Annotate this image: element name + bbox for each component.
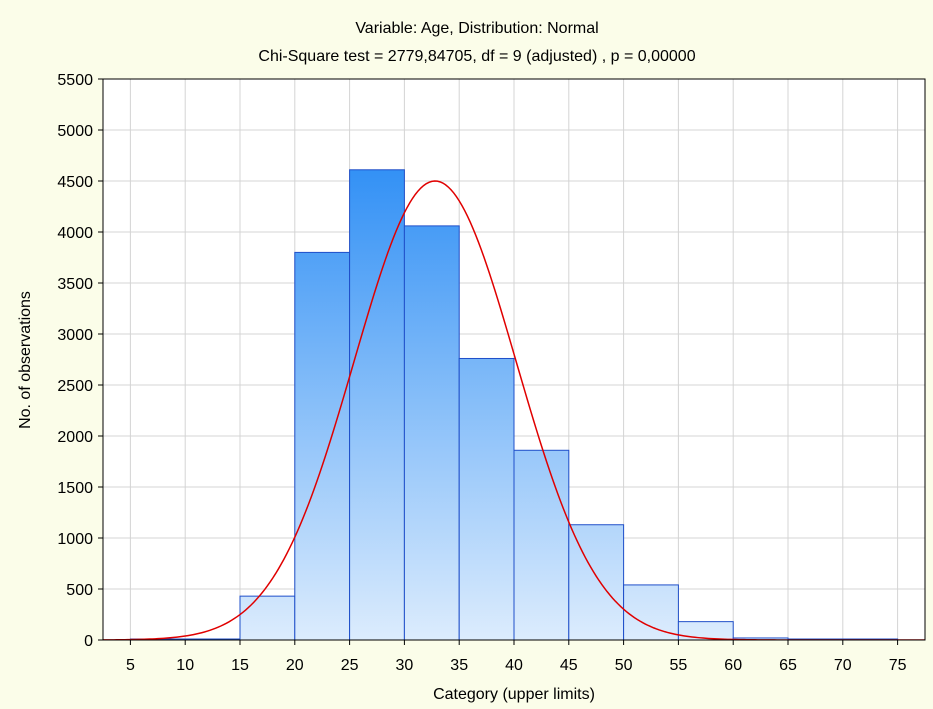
- x-tick-label: 50: [615, 657, 633, 674]
- y-tick-label: 4000: [57, 225, 93, 242]
- x-tick-label: 70: [834, 657, 852, 674]
- x-tick-label: 30: [396, 657, 414, 674]
- x-tick-label: 35: [450, 657, 468, 674]
- histogram-bar: [239, 595, 296, 641]
- axis-ticks: 5 10 15 20 25 30 35 40 45 50 55 60 65 70 75 0 500 1000 150…: [57, 72, 906, 674]
- x-tick-label: 45: [560, 657, 578, 674]
- chart-subtitle: Chi-Square test = 2779,84705, df = 9 (ad…: [258, 48, 695, 65]
- y-tick-label: 5000: [57, 123, 93, 140]
- x-tick-label: 10: [176, 657, 194, 674]
- y-tick-label: 0: [84, 633, 93, 650]
- y-tick-label: 3000: [57, 327, 93, 344]
- y-tick-label: 500: [66, 582, 93, 599]
- x-tick-label: 25: [341, 657, 359, 674]
- histogram-bar: [349, 169, 405, 641]
- x-tick-label: 55: [670, 657, 688, 674]
- x-axis-title: Category (upper limits): [433, 686, 595, 703]
- y-tick-label: 4500: [57, 174, 93, 191]
- x-tick-label: 5: [126, 657, 135, 674]
- histogram-bar: [513, 449, 570, 641]
- y-tick-label: 1500: [57, 480, 93, 497]
- x-tick-label: 60: [724, 657, 742, 674]
- y-tick-label: 2000: [57, 429, 93, 446]
- x-tick-label: 75: [889, 657, 907, 674]
- y-tick-label: 1000: [57, 531, 93, 548]
- y-tick-label: 2500: [57, 378, 93, 395]
- histogram-bar: [677, 621, 734, 641]
- x-tick-label: 40: [505, 657, 523, 674]
- bars: [129, 169, 899, 641]
- histogram-bar: [294, 251, 351, 641]
- y-axis-title: No. of observations: [17, 291, 34, 429]
- histogram-bar: [458, 357, 515, 641]
- x-tick-label: 20: [286, 657, 304, 674]
- histogram-bar: [623, 584, 679, 641]
- chart-title: Variable: Age, Distribution: Normal: [355, 20, 598, 37]
- y-tick-label: 5500: [57, 72, 93, 89]
- y-tick-label: 3500: [57, 276, 93, 293]
- x-tick-label: 15: [231, 657, 249, 674]
- x-tick-label: 65: [779, 657, 797, 674]
- histogram-bar: [403, 225, 460, 641]
